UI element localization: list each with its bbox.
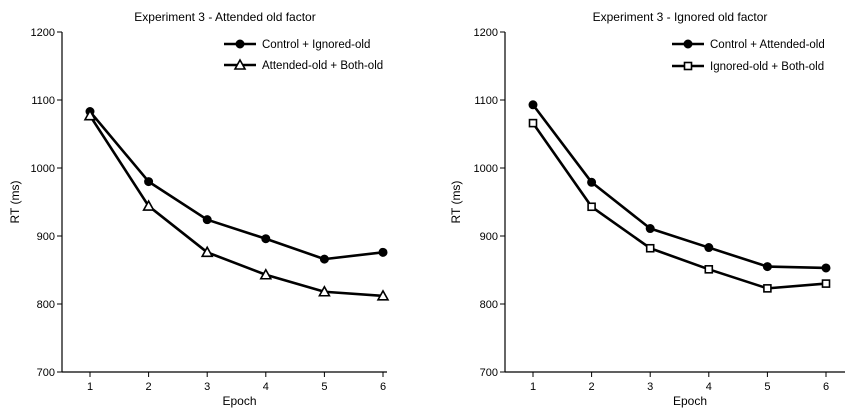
x-tick-label: 2 <box>589 381 595 393</box>
legend-marker <box>683 61 693 71</box>
data-point <box>528 100 538 110</box>
data-point <box>376 289 390 301</box>
x-axis-label: Epoch <box>673 394 707 408</box>
x-tick-label: 6 <box>823 381 829 393</box>
legend-label: Attended-old + Both-old <box>262 60 383 72</box>
data-point <box>261 234 271 244</box>
legend-entry-1: Control + Ignored-old <box>224 39 370 51</box>
legend-entry-2: Attended-old + Both-old <box>224 58 383 72</box>
x-tick-label: 6 <box>380 381 386 393</box>
legend-label: Ignored-old + Both-old <box>710 61 824 73</box>
chart-title: Experiment 3 - Ignored old factor <box>593 10 768 24</box>
x-tick-label: 5 <box>321 381 327 393</box>
data-point <box>259 268 273 280</box>
data-point <box>318 285 331 297</box>
legend-marker <box>235 39 245 49</box>
y-tick-label: 1000 <box>474 163 498 175</box>
y-tick-label: 900 <box>480 231 498 243</box>
chart-panel-2: Experiment 3 - Ignored old factor 700 800 9… <box>449 10 845 408</box>
data-point <box>528 118 538 128</box>
data-point <box>142 199 155 211</box>
data-point <box>319 254 329 264</box>
data-point <box>200 245 214 258</box>
series-line <box>89 110 384 261</box>
data-point <box>763 284 772 293</box>
x-tick-label: 4 <box>706 381 712 393</box>
data-point <box>202 215 212 225</box>
y-tick-label: 1000 <box>31 163 55 175</box>
y-tick-label: 900 <box>37 231 55 243</box>
y-tick-label: 1200 <box>31 27 55 39</box>
series-2 <box>528 118 831 293</box>
data-point <box>762 262 772 272</box>
legend-marker <box>683 39 693 49</box>
data-point <box>83 108 97 121</box>
legend-marker <box>233 58 247 70</box>
x-tick-label: 1 <box>530 381 536 393</box>
y-tick-label: 700 <box>37 367 55 379</box>
y-axis-label: RT (ms) <box>8 181 22 224</box>
y-tick-label: 1200 <box>474 27 498 39</box>
data-point <box>378 247 388 257</box>
y-axis-label: RT (ms) <box>449 181 463 224</box>
y-tick-label: 1100 <box>474 95 498 107</box>
chart-title: Experiment 3 - Attended old factor <box>134 10 315 24</box>
data-point <box>645 243 655 253</box>
x-axis-label: Epoch <box>222 394 256 408</box>
series-line <box>531 103 827 270</box>
data-point <box>821 263 831 273</box>
data-point <box>704 265 714 274</box>
data-point <box>645 224 655 234</box>
data-point <box>144 177 154 187</box>
y-tick-label: 800 <box>37 299 55 311</box>
series-1 <box>85 107 388 264</box>
legend-entry-2: Ignored-old + Both-old <box>672 61 824 73</box>
series-line <box>531 122 827 290</box>
legend-entry-1: Control + Attended-old <box>672 39 825 51</box>
x-tick-label: 4 <box>263 381 269 393</box>
legend-label: Control + Attended-old <box>710 39 825 51</box>
series-2 <box>83 108 390 301</box>
data-point <box>821 279 831 288</box>
x-tick-label: 1 <box>87 381 93 393</box>
data-point <box>587 177 597 187</box>
series-line <box>88 114 384 298</box>
data-point <box>704 243 714 253</box>
x-tick-label: 3 <box>647 381 653 393</box>
y-tick-label: 800 <box>480 299 498 311</box>
series-1 <box>528 100 831 273</box>
y-tick-label: 1100 <box>31 95 55 107</box>
x-tick-label: 3 <box>204 381 210 393</box>
x-tick-label: 2 <box>146 381 152 393</box>
y-tick-label: 700 <box>480 367 498 379</box>
chart-panel-1: Experiment 3 - Attended old factor 700 800… <box>8 10 390 408</box>
x-tick-label: 5 <box>764 381 770 393</box>
data-point <box>587 202 596 212</box>
legend-label: Control + Ignored-old <box>262 39 370 51</box>
